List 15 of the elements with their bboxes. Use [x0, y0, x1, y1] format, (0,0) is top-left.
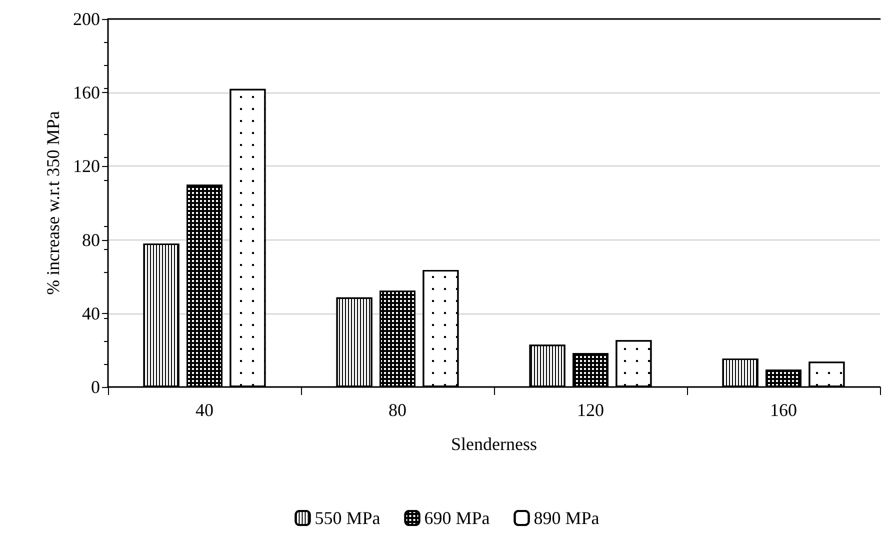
legend-label: 890 MPa — [534, 508, 600, 528]
y-tick-label: 120 — [73, 156, 100, 176]
legend-label: 550 MPa — [314, 508, 380, 528]
y-tick-label: 160 — [73, 82, 100, 103]
x-tick-label: 160 — [770, 400, 797, 420]
y-tick-label: 200 — [73, 9, 100, 29]
y-tick-label: 40 — [82, 303, 100, 324]
legend-label: 690 MPa — [424, 508, 490, 528]
y-tick-label: 0 — [91, 377, 100, 397]
y-tick-label: 80 — [82, 230, 100, 250]
x-tick-label: 120 — [577, 400, 604, 420]
y-axis-title: % increase w.r.t 350 MPa — [43, 111, 64, 295]
x-tick-label: 80 — [388, 400, 406, 420]
x-tick-label: 40 — [196, 400, 214, 420]
x-axis-title: Slenderness — [451, 434, 537, 454]
